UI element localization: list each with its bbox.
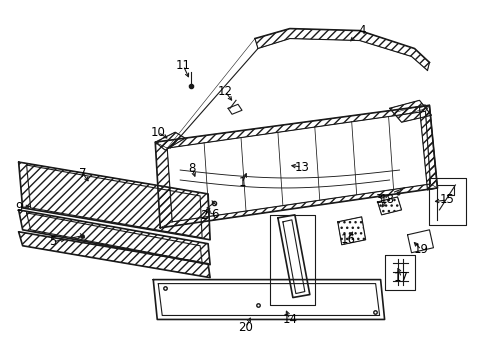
Text: 2: 2 (200, 210, 207, 222)
Text: 20: 20 (238, 321, 253, 334)
Text: 19: 19 (413, 243, 428, 256)
Text: 9: 9 (15, 201, 22, 215)
Text: 1: 1 (238, 176, 245, 189)
Text: 16: 16 (340, 233, 354, 246)
Text: 7: 7 (79, 167, 86, 180)
Text: 5: 5 (49, 235, 56, 248)
Text: 14: 14 (282, 313, 297, 326)
Text: 8: 8 (188, 162, 195, 175)
Text: 18: 18 (379, 193, 394, 206)
Text: 6: 6 (211, 208, 219, 221)
Text: 13: 13 (294, 161, 308, 174)
Text: 11: 11 (175, 59, 190, 72)
Text: 12: 12 (217, 85, 232, 98)
Text: 10: 10 (150, 126, 165, 139)
Text: 4: 4 (357, 24, 365, 37)
Text: 17: 17 (393, 271, 408, 284)
Text: 15: 15 (439, 193, 454, 206)
Text: 3: 3 (374, 193, 382, 206)
